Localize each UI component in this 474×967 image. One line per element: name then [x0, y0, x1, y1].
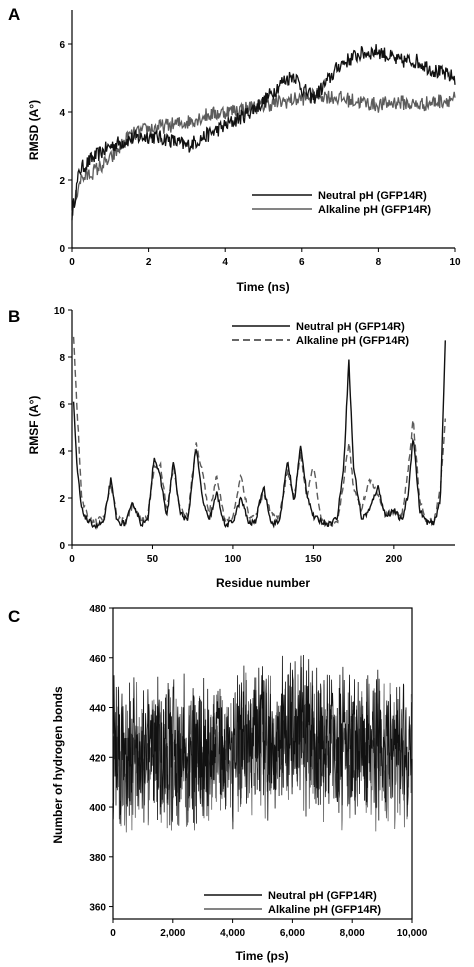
panel-a-legend-neutral-label: Neutral pH (GFP14R) [318, 190, 427, 202]
panel-a-y-tick-label: 2 [59, 176, 65, 187]
panel-b-x-tick-label: 0 [69, 554, 75, 565]
panel-a-legend: Neutral pH (GFP14R) Alkaline pH (GFP14R) [252, 190, 431, 216]
panel-c-x-tick-label: 4,000 [220, 928, 245, 939]
panel-b: B 0 50 100 150 200 0 2 4 6 8 10 Residue number RMS… [8, 306, 455, 590]
panel-c-x-tick-label: 6,000 [280, 928, 305, 939]
panel-c-y-tick-label: 480 [89, 604, 106, 615]
panel-a-x-tick-label: 10 [449, 257, 461, 268]
panel-letter-b: B [8, 307, 20, 326]
panel-b-y-axis-title: RMSF (A°) [27, 396, 41, 455]
panel-c-y-axis-title: Number of hydrogen bonds [51, 686, 65, 844]
panel-b-y-tick-label: 2 [59, 494, 65, 505]
panel-b-y-tick-label: 6 [59, 400, 65, 411]
panel-a-x-tick-label: 2 [146, 257, 152, 268]
panel-a-y-tick-label: 6 [59, 40, 65, 51]
panel-b-y-tick-label: 10 [54, 306, 66, 317]
panel-b-legend-alkaline-label: Alkaline pH (GFP14R) [296, 335, 409, 347]
panel-a-x-tick-label: 4 [222, 257, 228, 268]
panel-b-series-neutral-line [72, 340, 446, 530]
panel-b-ticks: 0 50 100 150 200 0 2 4 6 8 10 [54, 306, 403, 565]
panel-a-legend-alkaline-label: Alkaline pH (GFP14R) [318, 204, 431, 216]
panel-c-legend-alkaline-label: Alkaline pH (GFP14R) [268, 904, 381, 916]
panel-a-y-axis-title: RMSD (A°) [27, 100, 41, 160]
panel-b-x-tick-label: 100 [225, 554, 242, 565]
panel-c-y-tick-label: 360 [89, 903, 106, 914]
panel-c-y-tick-label: 400 [89, 803, 106, 814]
panel-c-legend-background [204, 888, 410, 916]
panel-letter-c: C [8, 607, 20, 626]
panel-letter-a: A [8, 5, 20, 24]
panel-b-y-tick-label: 8 [59, 353, 65, 364]
panel-c-y-tick-label: 440 [89, 704, 106, 715]
panel-c-ticks: 0 2,000 4,000 6,000 8,000 10,000 360 380 400 420 4… [89, 604, 427, 939]
panel-a-x-tick-label: 0 [69, 257, 75, 268]
panel-a-x-tick-label: 8 [376, 257, 382, 268]
panel-c-x-tick-label: 0 [110, 928, 116, 939]
panel-b-axes [71, 310, 455, 546]
panel-c-x-tick-label: 8,000 [340, 928, 365, 939]
panel-c-x-axis-title: Time (ps) [235, 949, 288, 963]
panel-a-y-tick-label: 0 [59, 244, 65, 255]
panel-b-x-axis-title: Residue number [216, 576, 310, 590]
panel-b-legend: Neutral pH (GFP14R) Alkaline pH (GFP14R) [232, 321, 409, 347]
panel-b-series-alkaline-line [72, 336, 446, 530]
panel-c-y-tick-label: 460 [89, 654, 106, 665]
panel-a: A 0 2 4 6 8 10 0 2 4 6 Time (ns) RMSD (A°) Neutra… [8, 5, 461, 294]
panel-b-x-tick-label: 50 [147, 554, 159, 565]
panel-b-x-tick-label: 200 [386, 554, 403, 565]
panel-a-x-tick-label: 6 [299, 257, 305, 268]
panel-b-legend-neutral-label: Neutral pH (GFP14R) [296, 321, 405, 333]
panel-c-x-tick-label: 2,000 [160, 928, 185, 939]
panel-b-y-tick-label: 4 [59, 447, 65, 458]
panel-c: C 0 2,000 4,000 6,000 8,000 10,000 360 380 400 42… [8, 604, 428, 963]
panel-c-legend-neutral-label: Neutral pH (GFP14R) [268, 890, 377, 902]
panel-b-y-tick-label: 0 [59, 541, 65, 552]
panel-c-y-tick-label: 420 [89, 753, 106, 764]
panel-c-y-tick-label: 380 [89, 853, 106, 864]
panel-a-x-axis-title: Time (ns) [236, 280, 289, 294]
panel-c-x-tick-label: 10,000 [397, 928, 428, 939]
panel-a-y-tick-label: 4 [59, 108, 65, 119]
panel-b-x-tick-label: 150 [305, 554, 322, 565]
panel-c-series-neutral-line [112, 654, 413, 830]
panel-a-series-alkaline-line [71, 44, 456, 221]
panel-a-ticks: 0 2 4 6 8 10 0 2 4 6 [59, 40, 461, 268]
panel-c-legend: Neutral pH (GFP14R) Alkaline pH (GFP14R) [204, 888, 410, 916]
